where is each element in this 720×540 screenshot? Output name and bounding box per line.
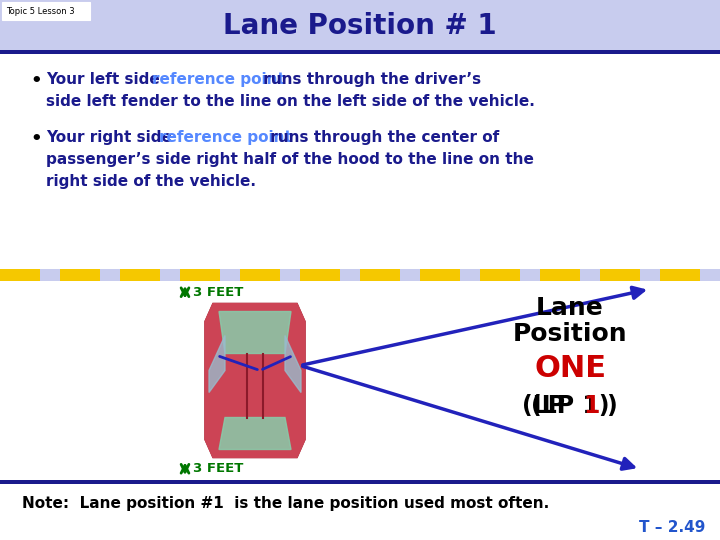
Text: (LP 1): (LP 1) — [531, 394, 609, 418]
Bar — [660, 269, 700, 281]
Bar — [360, 269, 400, 281]
Bar — [540, 269, 580, 281]
Text: side left fender to the line on the left side of the vehicle.: side left fender to the line on the left… — [46, 94, 535, 109]
Bar — [240, 269, 280, 281]
Bar — [480, 269, 520, 281]
Bar — [0, 480, 720, 484]
Polygon shape — [205, 303, 305, 457]
Text: right side of the vehicle.: right side of the vehicle. — [46, 174, 256, 189]
Text: Lane: Lane — [536, 296, 604, 320]
Text: reference point: reference point — [152, 72, 284, 87]
Text: Your right side: Your right side — [46, 130, 177, 145]
Bar — [2, 2, 90, 20]
Bar — [0, 50, 720, 54]
Text: 3 FEET: 3 FEET — [193, 462, 243, 475]
Text: reference point: reference point — [159, 130, 292, 145]
Text: 1: 1 — [584, 394, 600, 418]
Text: (LP: (LP — [522, 394, 574, 418]
Text: runs through the driver’s: runs through the driver’s — [258, 72, 481, 87]
Text: ): ) — [606, 394, 617, 418]
Polygon shape — [219, 417, 291, 449]
Text: Your left side: Your left side — [46, 72, 165, 87]
Text: passenger’s side right half of the hood to the line on the: passenger’s side right half of the hood … — [46, 152, 534, 167]
Bar — [0, 281, 720, 484]
Text: T – 2.49: T – 2.49 — [639, 520, 705, 535]
Text: 3 FEET: 3 FEET — [193, 286, 243, 299]
Bar — [0, 269, 40, 281]
Bar — [60, 269, 100, 281]
Text: Topic 5 Lesson 3: Topic 5 Lesson 3 — [6, 6, 75, 16]
Text: Note:  Lane position #1  is the lane position used most often.: Note: Lane position #1 is the lane posit… — [22, 496, 549, 511]
Text: •: • — [30, 72, 42, 90]
Bar — [0, 54, 720, 269]
Polygon shape — [205, 303, 305, 457]
Bar — [0, 484, 720, 540]
Polygon shape — [219, 312, 291, 354]
Bar — [180, 269, 220, 281]
Text: •: • — [30, 130, 42, 148]
Bar — [120, 269, 160, 281]
Bar — [300, 269, 340, 281]
Bar — [420, 269, 460, 281]
Bar — [600, 269, 640, 281]
Text: runs through the center of: runs through the center of — [264, 130, 499, 145]
Polygon shape — [209, 335, 225, 393]
Polygon shape — [285, 335, 301, 393]
Text: ONE: ONE — [534, 354, 606, 383]
Text: Position: Position — [513, 322, 627, 346]
Text: Lane Position # 1: Lane Position # 1 — [223, 12, 497, 40]
Bar — [0, 0, 720, 50]
